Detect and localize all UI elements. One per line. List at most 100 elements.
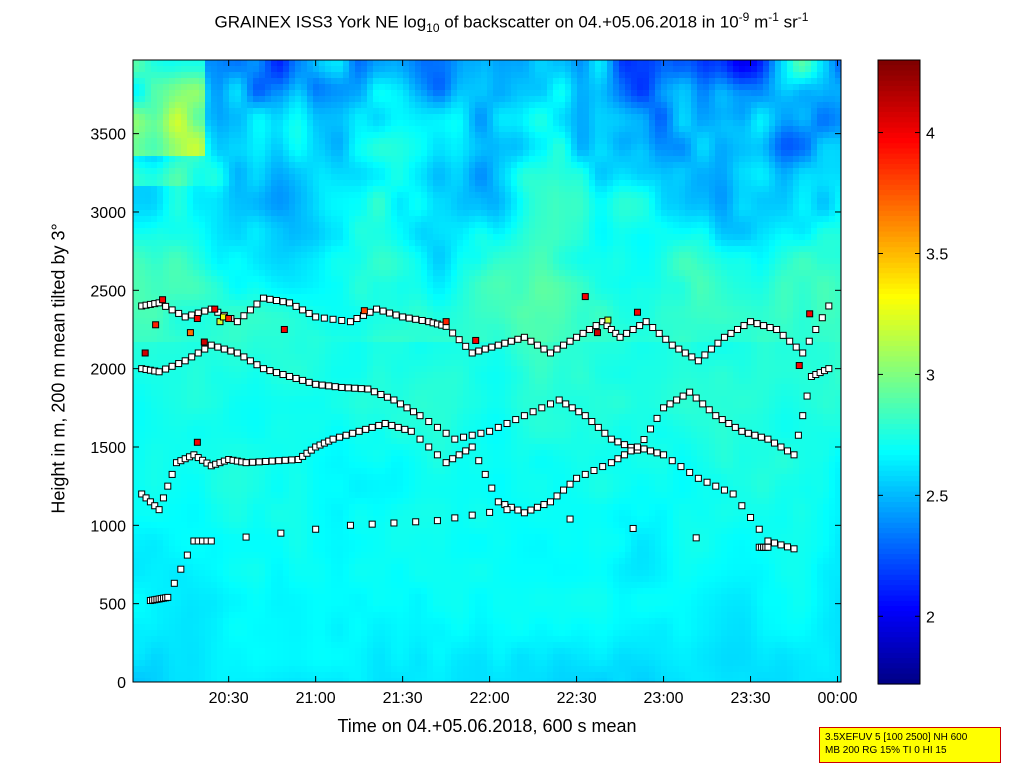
heatmap-cell <box>193 150 200 157</box>
heatmap-cell <box>511 60 518 67</box>
heatmap-cell <box>469 162 476 169</box>
heatmap-cell <box>145 132 152 139</box>
heatmap-cell <box>361 252 368 259</box>
heatmap-cell <box>547 180 554 187</box>
heatmap-cell <box>787 156 794 163</box>
heatmap-cell <box>133 162 140 169</box>
heatmap-cell <box>577 96 584 103</box>
heatmap-cell <box>619 138 626 145</box>
heatmap-cell <box>265 108 272 115</box>
heatmap-cell <box>235 168 242 175</box>
heatmap-cell <box>217 90 224 97</box>
heatmap-cell <box>661 72 668 79</box>
heatmap-cell <box>823 78 830 85</box>
heatmap-cell <box>757 60 764 67</box>
heatmap-cell <box>169 84 176 91</box>
heatmap-cell <box>781 60 788 67</box>
heatmap-cell <box>205 78 212 85</box>
heatmap-cell <box>637 102 644 109</box>
heatmap-cell <box>277 312 284 319</box>
heatmap-cell <box>541 228 548 235</box>
heatmap-cell <box>631 168 638 175</box>
heatmap-cell <box>517 102 524 109</box>
heatmap-cell <box>241 282 248 289</box>
heatmap-cell <box>355 168 362 175</box>
heatmap-cell <box>331 216 338 223</box>
heatmap-cell <box>535 198 542 205</box>
heatmap-cell <box>283 258 290 265</box>
heatmap-cell <box>655 288 662 295</box>
heatmap-cell <box>601 186 608 193</box>
heatmap-cell <box>697 258 704 265</box>
heatmap-cell <box>289 222 296 229</box>
heatmap-cell <box>589 240 596 247</box>
heatmap-cell <box>343 198 350 205</box>
heatmap-cell <box>517 294 524 301</box>
heatmap-cell <box>715 66 722 73</box>
heatmap-cell <box>571 150 578 157</box>
heatmap-cell <box>439 186 446 193</box>
heatmap-cell <box>565 216 572 223</box>
heatmap-cell <box>211 138 218 145</box>
heatmap-cell <box>751 228 758 235</box>
heatmap-cell <box>133 264 140 271</box>
heatmap-cell <box>223 168 230 175</box>
heatmap-cell <box>157 222 164 229</box>
heatmap-cell <box>757 246 764 253</box>
heatmap-cell <box>409 174 416 181</box>
heatmap-cell <box>661 156 668 163</box>
heatmap-cell <box>793 84 800 91</box>
heatmap-cell <box>595 72 602 79</box>
heatmap-cell <box>397 264 404 271</box>
heatmap-cell <box>253 150 260 157</box>
heatmap-cell <box>193 198 200 205</box>
heatmap-cell <box>751 78 758 85</box>
heatmap-cell <box>433 126 440 133</box>
heatmap-cell <box>475 156 482 163</box>
heatmap-cell <box>661 162 668 169</box>
heatmap-cell <box>685 180 692 187</box>
heatmap-cell <box>247 246 254 253</box>
heatmap-cell <box>619 108 626 115</box>
heatmap-cell <box>241 108 248 115</box>
heatmap-cell <box>781 150 788 157</box>
heatmap-cell <box>337 234 344 241</box>
heatmap-cell <box>277 246 284 253</box>
heatmap-cell <box>247 84 254 91</box>
heatmap-cell <box>745 276 752 283</box>
heatmap-cell <box>811 150 818 157</box>
heatmap-cell <box>463 114 470 121</box>
heatmap-cell <box>745 108 752 115</box>
heatmap-cell <box>355 90 362 97</box>
heatmap-cell <box>787 126 794 133</box>
heatmap-cell <box>271 162 278 169</box>
heatmap-cell <box>781 120 788 127</box>
heatmap-cell <box>757 156 764 163</box>
heatmap-cell <box>307 222 314 229</box>
heatmap-cell <box>253 114 260 121</box>
heatmap-cell <box>631 276 638 283</box>
heatmap-cell <box>391 288 398 295</box>
heatmap-cell <box>361 180 368 187</box>
heatmap-cell <box>211 276 218 283</box>
heatmap-cell <box>613 276 620 283</box>
heatmap-cell <box>607 114 614 121</box>
heatmap-cell <box>277 60 284 67</box>
heatmap-cell <box>739 204 746 211</box>
heatmap-cell <box>391 210 398 217</box>
heatmap-cell <box>679 90 686 97</box>
heatmap-cell <box>829 276 836 283</box>
heatmap-cell <box>793 198 800 205</box>
heatmap-cell <box>373 168 380 175</box>
heatmap-cell <box>265 174 272 181</box>
heatmap-cell <box>421 132 428 139</box>
heatmap-cell <box>241 138 248 145</box>
heatmap-cell <box>781 264 788 271</box>
heatmap-cell <box>385 234 392 241</box>
heatmap-cell <box>205 132 212 139</box>
heatmap-cell <box>349 108 356 115</box>
heatmap-cell <box>673 240 680 247</box>
heatmap-cell <box>223 78 230 85</box>
heatmap-cell <box>607 138 614 145</box>
heatmap-cell <box>619 294 626 301</box>
